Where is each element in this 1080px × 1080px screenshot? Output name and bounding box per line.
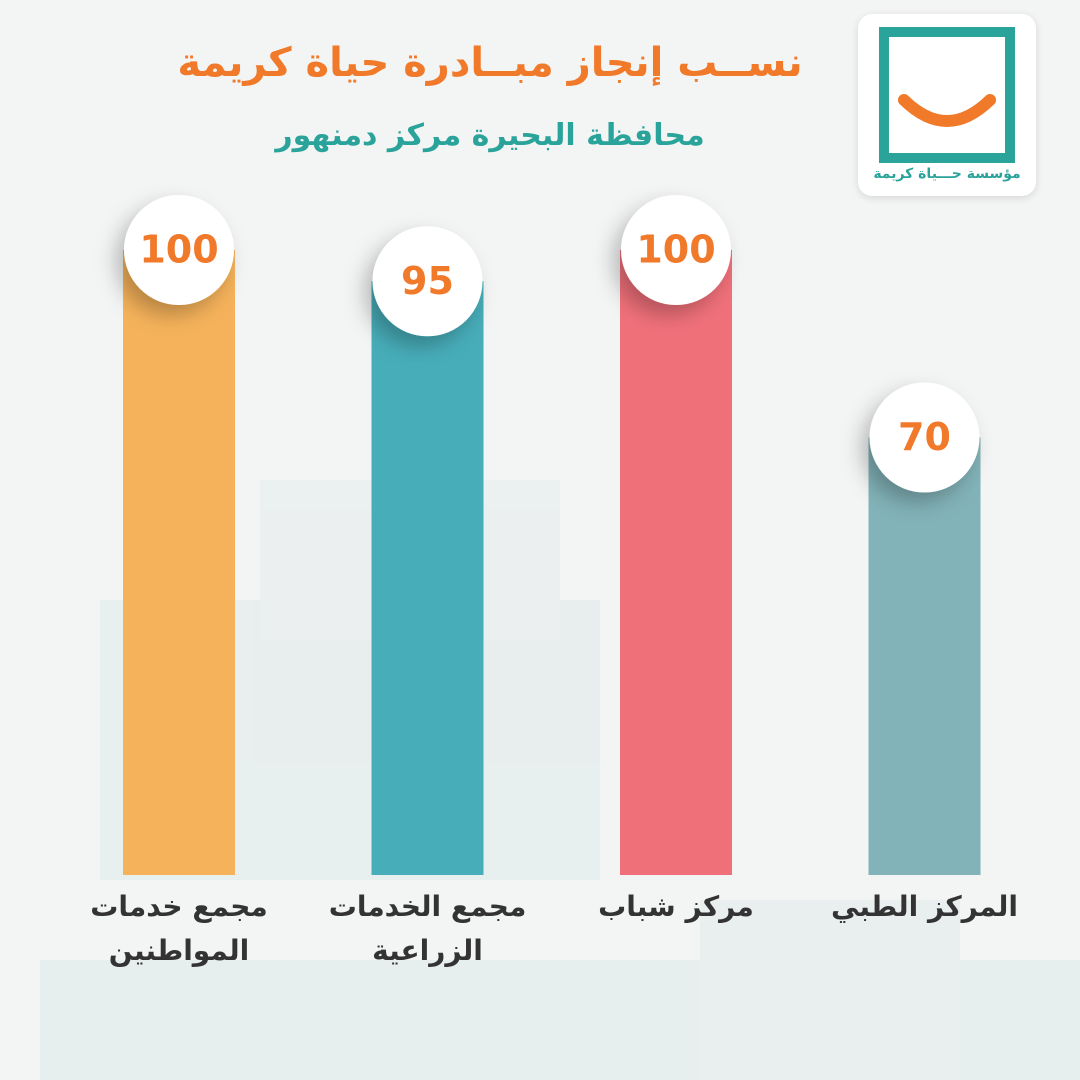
category-label: مجمع خدمات المواطنين bbox=[90, 890, 268, 967]
logo-smile bbox=[898, 94, 996, 127]
category-label: مركز شباب bbox=[598, 890, 754, 923]
value-badge bbox=[869, 382, 980, 493]
category-label: مجمع الخدمات الزراعية bbox=[328, 890, 527, 967]
value-badge bbox=[372, 226, 483, 337]
bar bbox=[868, 437, 981, 875]
value-label: 100 bbox=[139, 228, 218, 272]
value-badge bbox=[124, 195, 234, 305]
subtitle: محافظة البحيرة مركز دمنهور bbox=[275, 118, 705, 153]
bar bbox=[620, 250, 732, 875]
value-label: 70 bbox=[898, 415, 951, 459]
value-badge bbox=[621, 195, 731, 305]
logo: مؤسسة حـــياة كريمة bbox=[858, 14, 1036, 196]
title: نســب إنجاز مبــادرة حياة كريمة bbox=[177, 40, 803, 86]
logo-frame bbox=[879, 27, 1015, 163]
value-label: 100 bbox=[636, 228, 715, 272]
logo-mark bbox=[879, 27, 1015, 163]
value-label: 95 bbox=[401, 259, 454, 303]
category-label: المركز الطبي bbox=[831, 890, 1018, 923]
logo-text: مؤسسة حـــياة كريمة bbox=[873, 166, 1021, 182]
bar bbox=[123, 250, 235, 875]
bar bbox=[371, 281, 484, 875]
